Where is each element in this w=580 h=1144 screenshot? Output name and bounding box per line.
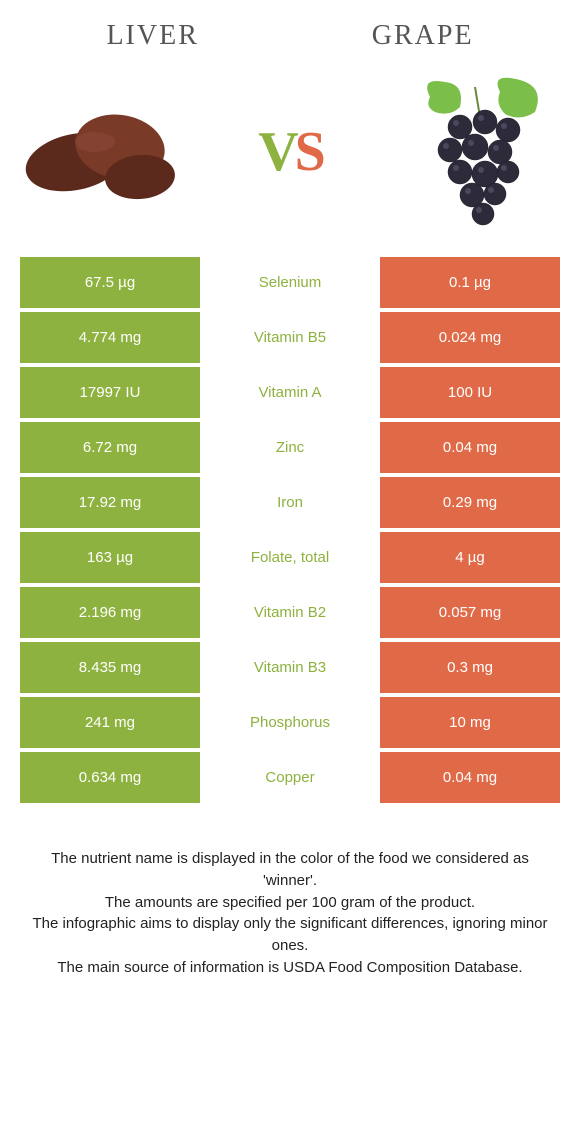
nutrient-name: Vitamin B5: [200, 312, 380, 363]
vs-s: S: [295, 121, 322, 183]
right-value: 0.3 mg: [380, 642, 560, 693]
left-value: 8.435 mg: [20, 642, 200, 693]
nutrient-name: Folate, total: [200, 532, 380, 583]
header: Liver Grape: [20, 20, 560, 52]
nutrient-name: Vitamin B3: [200, 642, 380, 693]
left-value: 67.5 µg: [20, 257, 200, 308]
right-value: 0.057 mg: [380, 587, 560, 638]
table-row: 4.774 mgVitamin B50.024 mg: [20, 312, 560, 363]
infographic-container: Liver Grape VS: [0, 0, 580, 999]
table-row: 17.92 mgIron0.29 mg: [20, 477, 560, 528]
right-value: 10 mg: [380, 697, 560, 748]
footer-line: The nutrient name is displayed in the co…: [30, 848, 550, 892]
comparison-table: 67.5 µgSelenium0.1 µg4.774 mgVitamin B50…: [20, 257, 560, 803]
left-value: 241 mg: [20, 697, 200, 748]
left-value: 163 µg: [20, 532, 200, 583]
left-value: 0.634 mg: [20, 752, 200, 803]
left-value: 4.774 mg: [20, 312, 200, 363]
left-value: 17997 IU: [20, 367, 200, 418]
nutrient-name: Vitamin A: [200, 367, 380, 418]
table-row: 163 µgFolate, total4 µg: [20, 532, 560, 583]
right-food-title: Grape: [372, 20, 474, 52]
grape-image: [390, 77, 560, 227]
nutrient-name: Selenium: [200, 257, 380, 308]
footer-notes: The nutrient name is displayed in the co…: [20, 848, 560, 979]
table-row: 6.72 mgZinc0.04 mg: [20, 422, 560, 473]
right-value: 0.04 mg: [380, 422, 560, 473]
vs-v: V: [258, 121, 294, 183]
liver-image: [20, 77, 190, 227]
left-food-title: Liver: [106, 20, 198, 52]
right-value: 0.04 mg: [380, 752, 560, 803]
nutrient-name: Vitamin B2: [200, 587, 380, 638]
footer-line: The main source of information is USDA F…: [30, 957, 550, 979]
right-value: 100 IU: [380, 367, 560, 418]
table-row: 17997 IUVitamin A100 IU: [20, 367, 560, 418]
nutrient-name: Zinc: [200, 422, 380, 473]
right-value: 4 µg: [380, 532, 560, 583]
nutrient-name: Iron: [200, 477, 380, 528]
table-row: 241 mgPhosphorus10 mg: [20, 697, 560, 748]
table-row: 2.196 mgVitamin B20.057 mg: [20, 587, 560, 638]
nutrient-name: Copper: [200, 752, 380, 803]
left-value: 6.72 mg: [20, 422, 200, 473]
right-value: 0.024 mg: [380, 312, 560, 363]
left-value: 17.92 mg: [20, 477, 200, 528]
footer-line: The infographic aims to display only the…: [30, 913, 550, 957]
table-row: 67.5 µgSelenium0.1 µg: [20, 257, 560, 308]
nutrient-name: Phosphorus: [200, 697, 380, 748]
right-value: 0.29 mg: [380, 477, 560, 528]
images-row: VS: [20, 67, 560, 237]
right-value: 0.1 µg: [380, 257, 560, 308]
table-row: 0.634 mgCopper0.04 mg: [20, 752, 560, 803]
left-value: 2.196 mg: [20, 587, 200, 638]
vs-label: VS: [258, 120, 322, 184]
footer-line: The amounts are specified per 100 gram o…: [30, 892, 550, 914]
table-row: 8.435 mgVitamin B30.3 mg: [20, 642, 560, 693]
